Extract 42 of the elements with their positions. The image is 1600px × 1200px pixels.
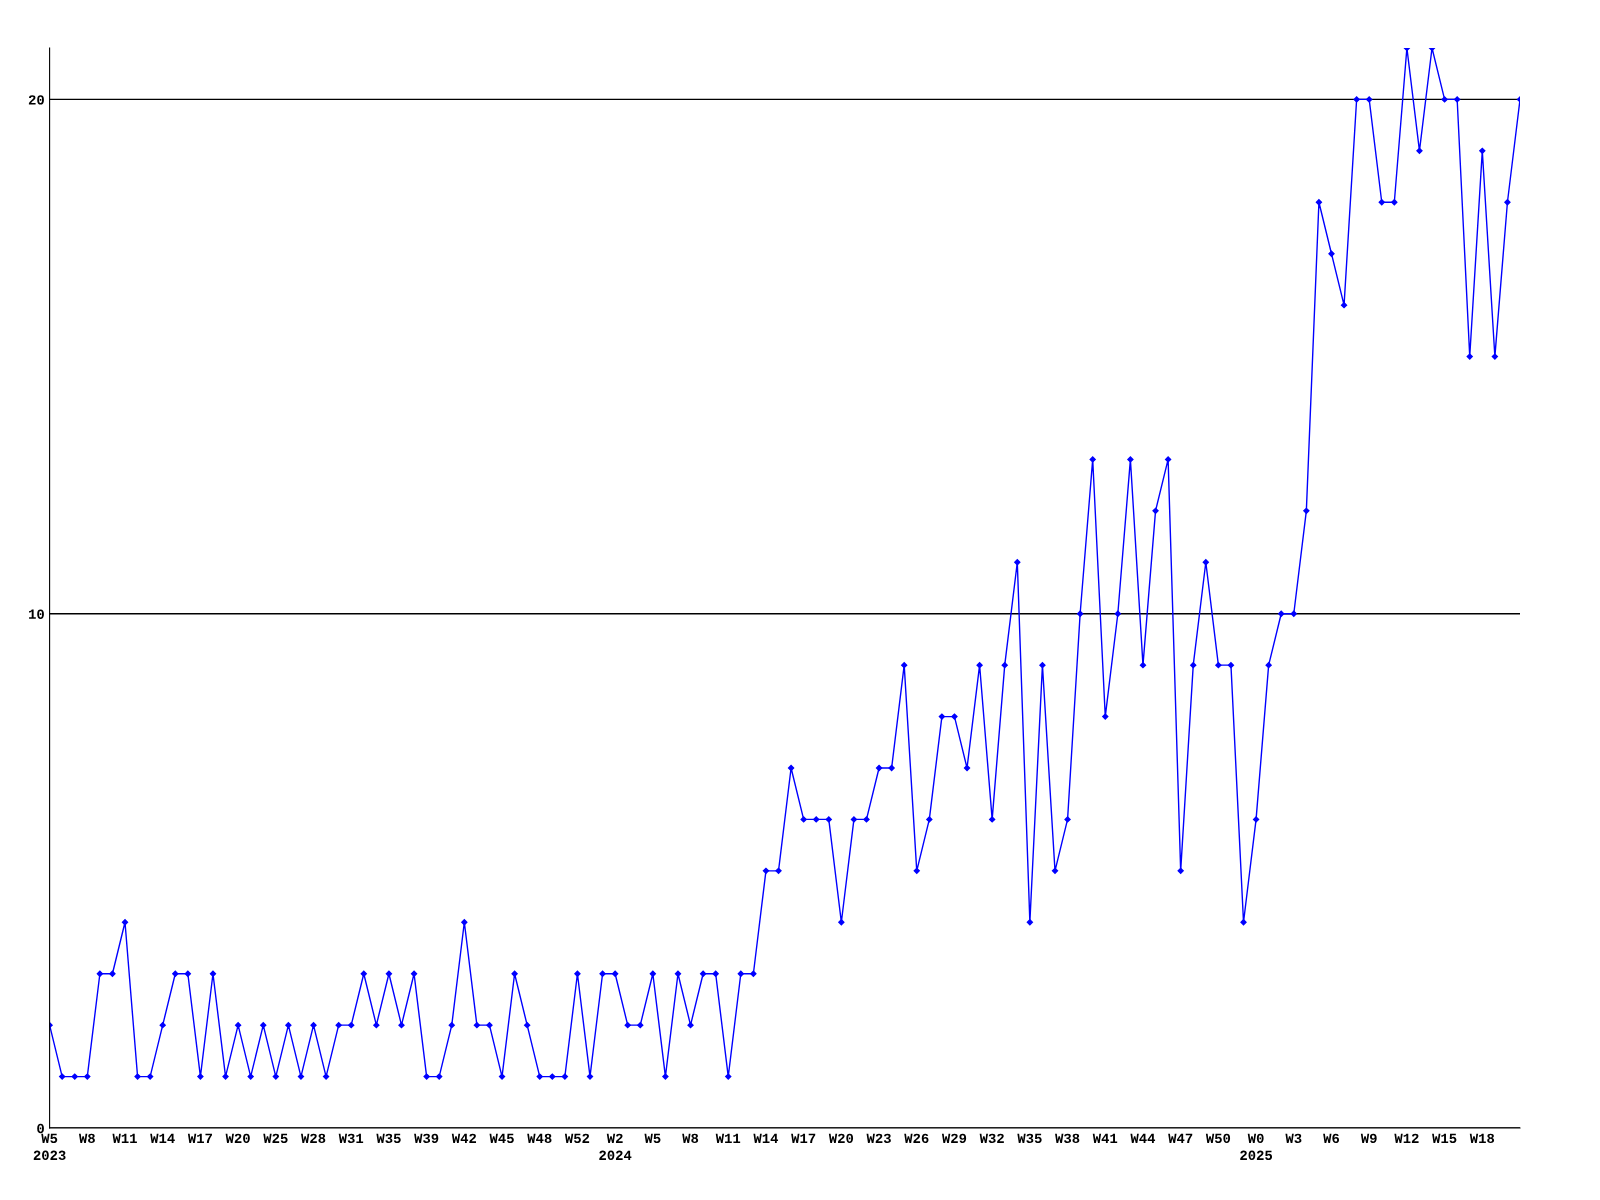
x-tick-label: W14 (150, 1133, 175, 1143)
x-tick-label: W20 (225, 1133, 250, 1144)
x-tick-label: W31 (338, 1133, 364, 1144)
y-tick-label: 0 (37, 1123, 44, 1134)
x-tick-label: W20 (828, 1133, 854, 1144)
x-tick-label: W3 (1285, 1133, 1302, 1144)
x-tick-label: W50 (1205, 1133, 1231, 1144)
x-tick-label: W12 (1394, 1133, 1419, 1143)
x-tick-label: W38 (1055, 1133, 1080, 1144)
x-tick-label: W8 (682, 1133, 699, 1144)
x-tick-label: W9 (1360, 1133, 1377, 1144)
x-tick-label: W18 (1469, 1133, 1495, 1144)
x-tick-label: W5 (644, 1133, 661, 1144)
x-tick-label: W32 (979, 1133, 1004, 1144)
x-tick-label: W2 2024 (599, 1133, 632, 1161)
x-tick-label: W42 (451, 1133, 477, 1143)
x-tick-label: W11 (112, 1133, 137, 1143)
x-tick-label: W25 (263, 1133, 288, 1144)
x-tick-label: W45 (489, 1133, 514, 1144)
y-tick-label: 20 (28, 95, 44, 105)
x-tick-label: W23 (866, 1133, 891, 1144)
x-tick-label: W15 (1432, 1133, 1457, 1144)
x-tick-label: W52 (564, 1133, 590, 1144)
x-tick-label: W0 2025 (1240, 1133, 1273, 1161)
x-tick-label: W35 (376, 1133, 401, 1144)
x-tick-label: W44 (1130, 1133, 1156, 1143)
x-tick-label: W26 (904, 1133, 929, 1144)
x-tick-label: W8 (78, 1133, 95, 1144)
x-tick-label: W11 (715, 1133, 741, 1143)
x-tick-label: W47 (1168, 1133, 1193, 1143)
x-tick-label: W17 (791, 1133, 816, 1143)
x-tick-label: W14 (753, 1133, 779, 1143)
x-tick-label: W41 (1092, 1133, 1118, 1143)
x-tick-label: W5 2023 (33, 1133, 66, 1161)
x-tick-label: W39 (414, 1133, 439, 1144)
x-tick-label: W35 (1017, 1133, 1042, 1144)
x-tick-label: W17 (187, 1133, 212, 1143)
x-tick-label: W48 (527, 1133, 552, 1144)
y-tick-label: 10 (29, 609, 44, 619)
x-tick-label: W28 (301, 1133, 326, 1144)
x-tick-label: W6 (1323, 1133, 1340, 1144)
x-tick-label: W29 (941, 1133, 967, 1144)
